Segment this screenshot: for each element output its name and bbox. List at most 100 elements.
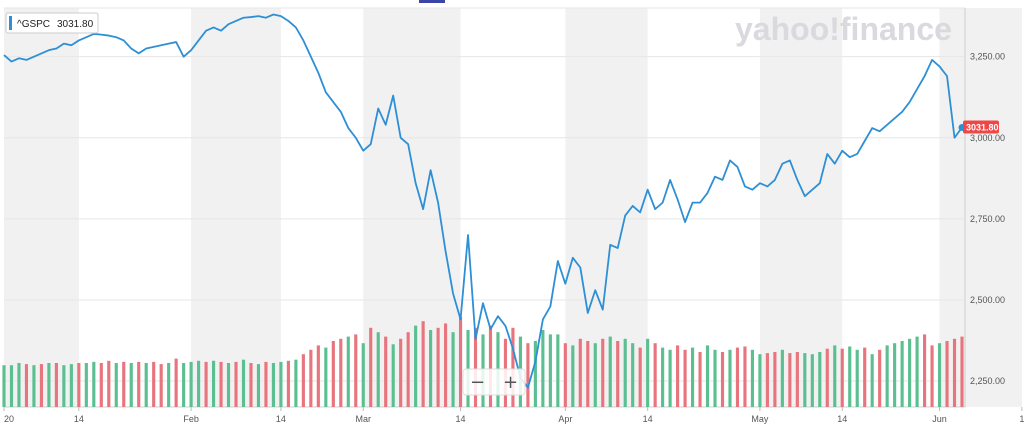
volume-bar-37 — [279, 361, 283, 407]
volume-bar-5 — [39, 364, 43, 407]
volume-bar-94 — [705, 345, 710, 407]
price-point-8 — [63, 43, 64, 44]
volume-bar-103 — [773, 352, 777, 407]
volume-bar-0 — [2, 365, 6, 407]
price-point-100 — [752, 189, 753, 190]
price-point-25 — [191, 50, 192, 51]
legend-value: 3031.80 — [57, 19, 94, 30]
legend-box[interactable]: ^GSPC 3031.80 — [5, 12, 99, 34]
volume-bar-34 — [256, 364, 261, 407]
price-point-80 — [602, 309, 603, 310]
volume-bar-23 — [174, 358, 178, 407]
volume-bar-121 — [908, 338, 912, 407]
range-indicator[interactable] — [419, 0, 445, 3]
volume-bar-122 — [915, 336, 919, 407]
volume-bar-113 — [848, 346, 852, 407]
volume-bar-79 — [593, 343, 597, 407]
price-point-94 — [707, 192, 708, 193]
volume-bar-95 — [713, 349, 717, 407]
volume-bar-46 — [346, 336, 350, 407]
volume-bar-109 — [818, 352, 822, 407]
price-point-64 — [482, 303, 483, 304]
y-tick-label-3: 2,500.00 — [970, 295, 1005, 305]
price-point-63 — [475, 338, 476, 339]
y-axis: 3,250.00 3,000.00 2,750.00 2,500.00 2,250.00 — [970, 52, 1005, 386]
price-point-117 — [879, 131, 880, 132]
volume-bar-63 — [473, 327, 478, 407]
x-tick-label-1: 14 — [74, 414, 84, 424]
y-tick-label-4: 2,250.00 — [970, 376, 1005, 386]
volume-bar-11 — [84, 363, 88, 407]
price-point-99 — [744, 186, 745, 187]
volume-bar-106 — [795, 352, 799, 407]
price-point-36 — [273, 14, 274, 15]
price-point-89 — [670, 179, 671, 180]
price-point-16 — [123, 40, 124, 41]
price-point-123 — [924, 76, 925, 77]
price-point-26 — [198, 40, 199, 41]
volume-bar-88 — [661, 347, 665, 407]
x-tick-label-4: Mar — [356, 414, 372, 424]
volume-bar-126 — [945, 341, 949, 407]
price-point-115 — [864, 140, 865, 141]
price-point-50 — [378, 108, 379, 109]
volume-bar-68 — [511, 327, 515, 407]
price-point-57 — [430, 170, 431, 171]
volume-bar-70 — [526, 343, 530, 407]
price-point-7 — [56, 48, 57, 49]
volume-bar-2 — [17, 363, 21, 407]
x-axis: 20 14 Feb 14 Mar 14 Apr 14 May 14 Jun 1 — [3, 407, 1024, 424]
price-point-110 — [827, 153, 828, 154]
price-point-109 — [819, 183, 820, 184]
price-point-78 — [587, 312, 588, 313]
volume-bar-41 — [309, 349, 313, 407]
volume-bar-91 — [683, 349, 687, 407]
price-point-62 — [467, 234, 468, 235]
price-point-79 — [595, 290, 596, 291]
volume-bar-14 — [107, 360, 111, 407]
zoom-out-button[interactable]: − — [470, 372, 485, 393]
price-point-53 — [400, 137, 401, 138]
price-point-48 — [363, 150, 364, 151]
price-point-56 — [423, 209, 424, 210]
price-point-55 — [415, 183, 416, 184]
price-point-112 — [842, 150, 843, 151]
legend-swatch — [9, 16, 12, 30]
volume-bar-104 — [780, 349, 784, 407]
price-point-97 — [729, 160, 730, 161]
volume-bar-33 — [249, 363, 253, 407]
volume-bar-45 — [339, 338, 343, 407]
volume-bar-80 — [601, 338, 605, 407]
price-point-108 — [812, 189, 813, 190]
price-point-4 — [33, 56, 34, 57]
volume-bar-112 — [840, 348, 844, 407]
month-bands — [4, 8, 1022, 407]
volume-bar-114 — [855, 349, 859, 407]
volume-bar-83 — [623, 338, 627, 407]
volume-bar-128 — [960, 336, 964, 407]
price-point-86 — [647, 189, 648, 190]
volume-bar-93 — [698, 352, 702, 407]
volume-bar-24 — [182, 363, 186, 407]
volume-bar-71 — [533, 341, 537, 407]
price-point-46 — [348, 127, 349, 128]
zoom-in-button[interactable]: + — [503, 372, 518, 393]
price-point-12 — [93, 33, 94, 34]
volume-bar-73 — [548, 334, 552, 407]
volume-bar-51 — [384, 336, 388, 407]
price-point-71 — [535, 361, 536, 362]
volume-bar-48 — [361, 343, 365, 407]
volume-bar-21 — [159, 364, 163, 407]
price-point-81 — [610, 244, 611, 245]
volume-bar-50 — [376, 332, 380, 407]
volume-bar-125 — [937, 343, 942, 407]
volume-bar-120 — [900, 341, 904, 407]
volume-bar-84 — [631, 343, 635, 407]
price-point-35 — [265, 17, 266, 18]
volume-bar-101 — [758, 354, 762, 407]
price-point-3 — [26, 59, 27, 60]
volume-bar-40 — [301, 354, 305, 407]
volume-bar-7 — [54, 363, 58, 407]
